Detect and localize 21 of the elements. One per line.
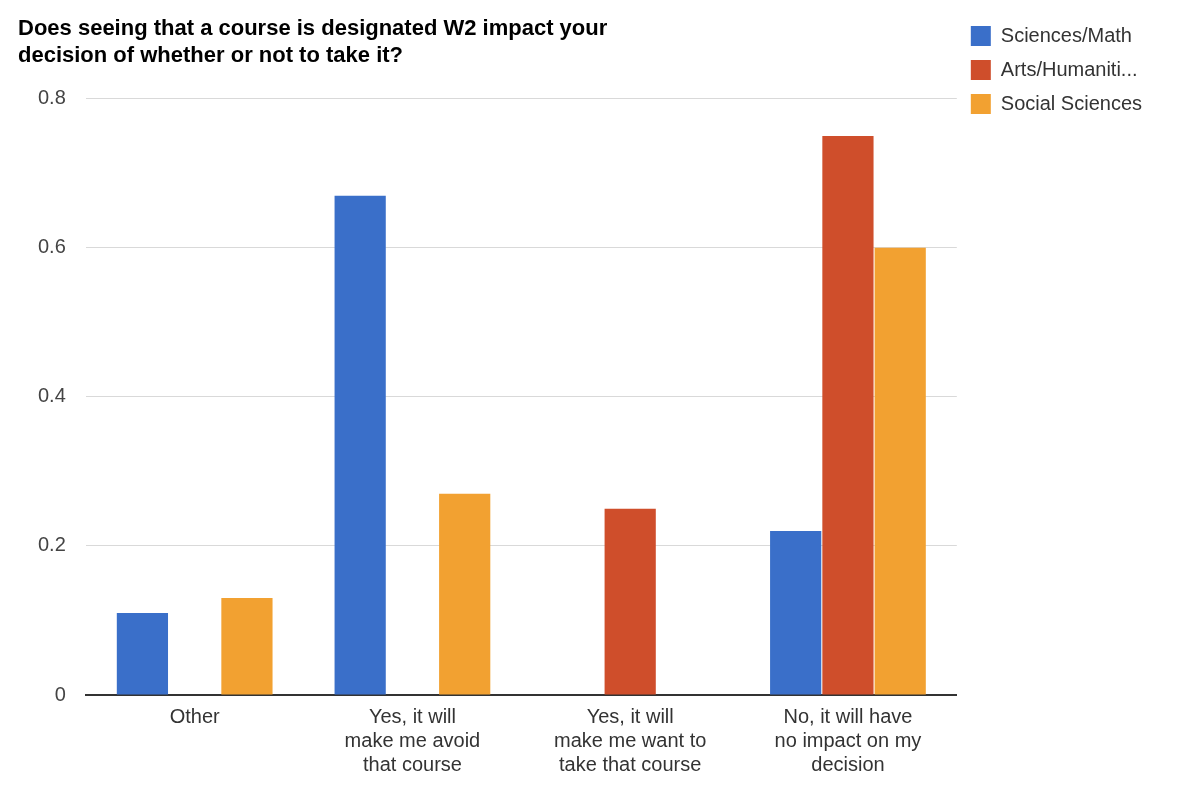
y-tick-label: 0.6 bbox=[37, 235, 66, 258]
bar bbox=[822, 136, 874, 695]
bar bbox=[116, 613, 169, 695]
x-tick-label: Other bbox=[169, 704, 221, 727]
legend-label: Sciences/Math bbox=[1000, 23, 1132, 46]
bar bbox=[770, 531, 822, 695]
x-tick-label: Yes, it will make me want to take that course bbox=[554, 704, 707, 775]
x-tick-label: Yes, it will make me avoid that course bbox=[344, 704, 481, 775]
chart-title: Does seeing that a course is designated W2 impact your decision of whether or not to take it? bbox=[18, 15, 608, 67]
y-tick-label: 0.8 bbox=[37, 86, 66, 109]
bar bbox=[874, 247, 926, 695]
legend-label: Social Sciences bbox=[1000, 91, 1143, 114]
y-tick-label: 0.4 bbox=[37, 384, 66, 407]
bar bbox=[439, 493, 491, 695]
legend-label: Arts/Humaniti... bbox=[1000, 57, 1138, 80]
y-tick-label: 0 bbox=[54, 682, 66, 705]
y-tick-label: 0.2 bbox=[37, 533, 66, 556]
x-tick-label: No, it will have no impact on my decision bbox=[774, 704, 922, 775]
bar bbox=[334, 195, 386, 695]
bar bbox=[221, 598, 273, 695]
bar bbox=[604, 508, 656, 695]
